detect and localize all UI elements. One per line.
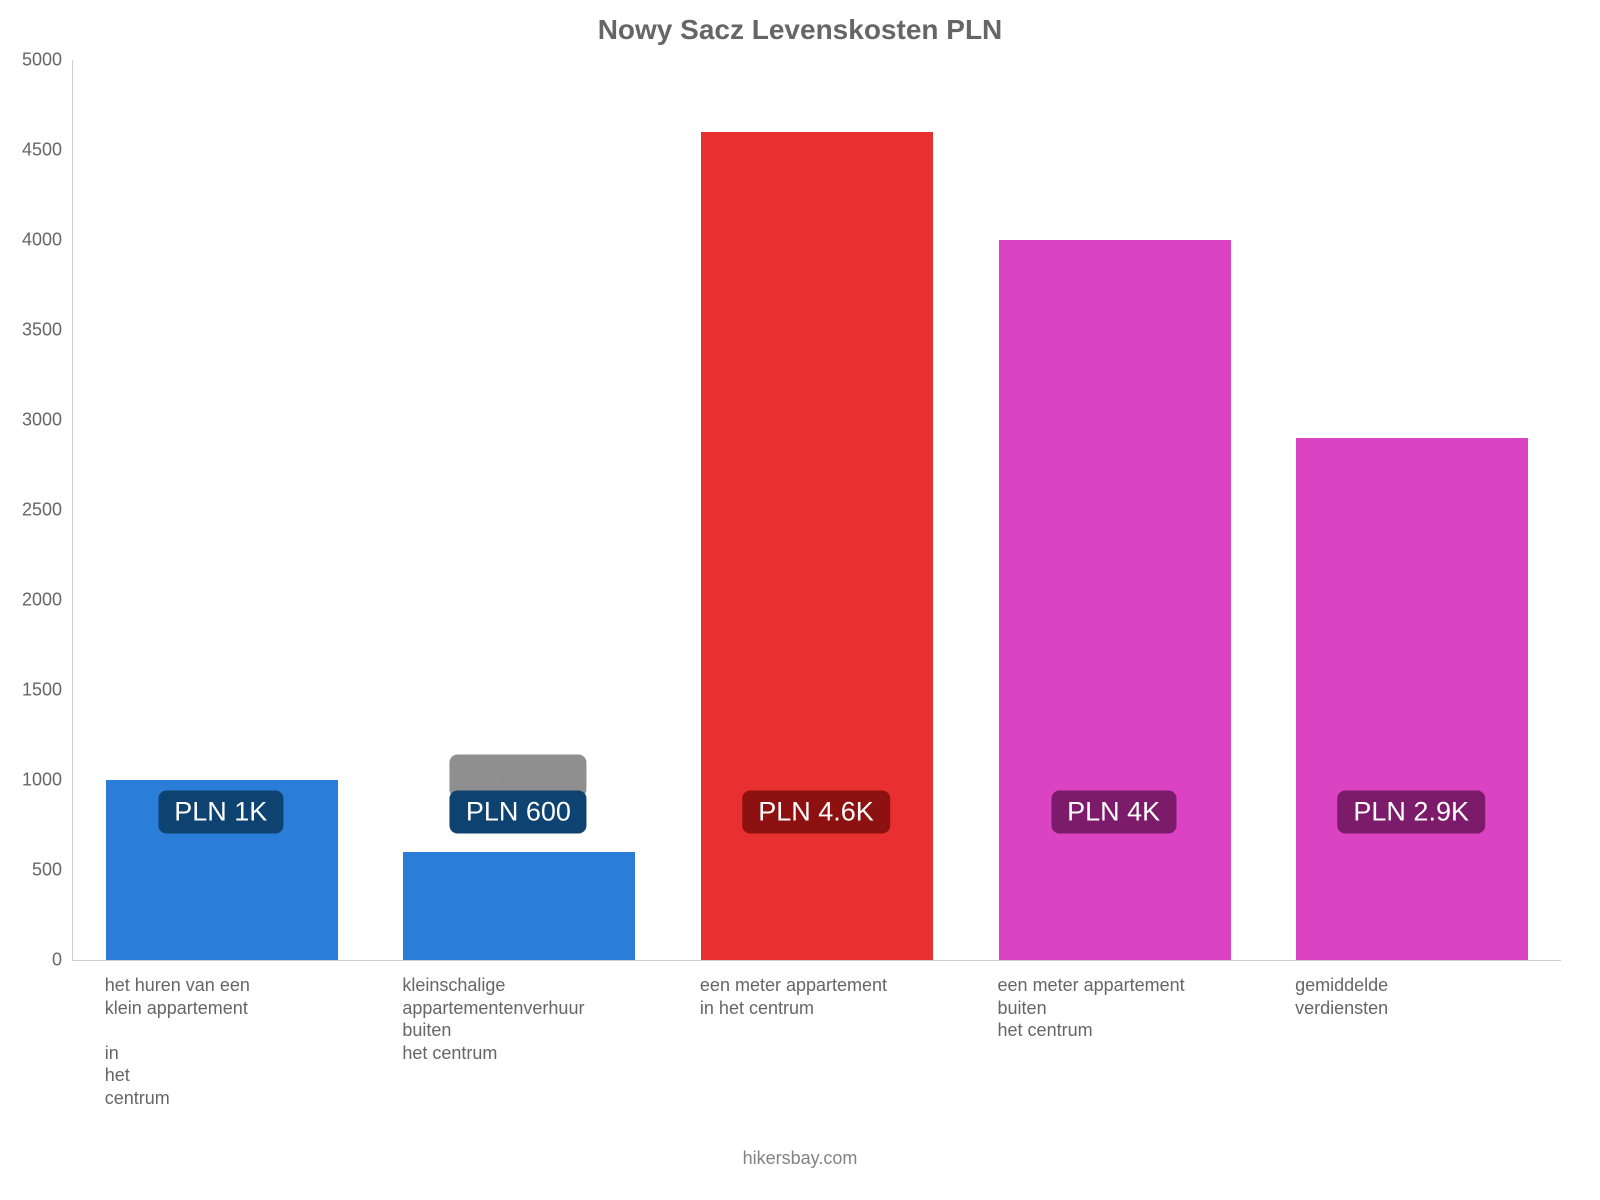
x-category-label: kleinschalige appartementenverhuur buite… <box>402 974 634 1064</box>
bar <box>701 132 933 960</box>
y-tick-label: 1000 <box>2 770 62 791</box>
y-tick-label: 1500 <box>2 680 62 701</box>
value-badge: PLN 600 <box>450 791 587 834</box>
y-tick-label: 3500 <box>2 320 62 341</box>
source-label: hikersbay.com <box>0 1148 1600 1169</box>
y-tick-label: 0 <box>2 950 62 971</box>
x-category-label: een meter appartement buiten het centrum <box>998 974 1230 1042</box>
y-tick-label: 500 <box>2 860 62 881</box>
bar <box>403 852 635 960</box>
y-tick-label: 5000 <box>2 50 62 71</box>
x-category-label: gemiddelde verdiensten <box>1295 974 1527 1019</box>
y-tick-label: 2000 <box>2 590 62 611</box>
y-tick-label: 3000 <box>2 410 62 431</box>
bar <box>999 240 1231 960</box>
value-badge: PLN 4K <box>1051 791 1176 834</box>
value-badge: PLN 4.6K <box>742 791 890 834</box>
y-tick-label: 4000 <box>2 230 62 251</box>
chart-title: Nowy Sacz Levenskosten PLN <box>0 14 1600 46</box>
y-tick-label: 4500 <box>2 140 62 161</box>
value-badge: PLN 2.9K <box>1337 791 1485 834</box>
y-tick-label: 2500 <box>2 500 62 521</box>
chart-container: Nowy Sacz Levenskosten PLN hikersbay.com… <box>0 0 1600 1200</box>
x-category-label: een meter appartement in het centrum <box>700 974 932 1019</box>
x-category-label: het huren van een klein appartement in h… <box>105 974 337 1109</box>
value-badge: PLN 1K <box>158 791 283 834</box>
bar <box>1296 438 1528 960</box>
